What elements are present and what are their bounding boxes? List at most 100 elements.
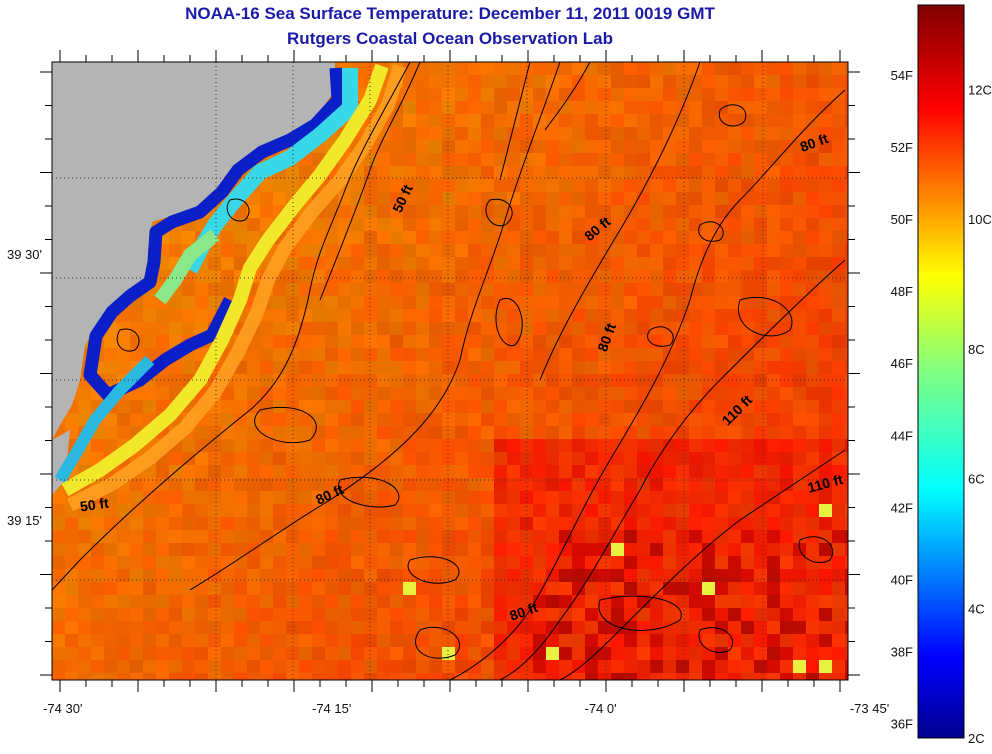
sst-pixel bbox=[728, 348, 741, 361]
colorbar-fahrenheit-tick: 52F bbox=[891, 140, 913, 155]
sst-pixel bbox=[351, 413, 364, 426]
sst-pixel bbox=[689, 62, 702, 75]
sst-pixel bbox=[728, 465, 741, 478]
sst-pixel bbox=[806, 504, 819, 517]
sst-pixel bbox=[832, 478, 845, 491]
sst-pixel bbox=[52, 569, 65, 582]
sst-pixel bbox=[793, 569, 806, 582]
sst-pixel bbox=[494, 257, 507, 270]
sst-pixel bbox=[507, 413, 520, 426]
sst-pixel bbox=[819, 153, 832, 166]
sst-pixel bbox=[611, 673, 624, 680]
land-area bbox=[52, 62, 335, 440]
sst-pixel bbox=[624, 439, 637, 452]
sst-pixel bbox=[663, 556, 676, 569]
sst-pixel bbox=[533, 244, 546, 257]
sst-pixel bbox=[416, 426, 429, 439]
sst-pixel bbox=[442, 465, 455, 478]
sst-pixel bbox=[351, 634, 364, 647]
sst-pixel bbox=[845, 530, 848, 543]
sst-pixel bbox=[741, 88, 754, 101]
sst-pixel bbox=[832, 530, 845, 543]
sst-pixel bbox=[624, 270, 637, 283]
sst-pixel bbox=[156, 504, 169, 517]
sst-pixel bbox=[325, 244, 338, 257]
sst-pixel bbox=[624, 647, 637, 660]
sst-pixel bbox=[403, 673, 416, 680]
sst-pixel bbox=[585, 660, 598, 673]
sst-pixel bbox=[663, 413, 676, 426]
sst-pixel bbox=[819, 569, 832, 582]
sst-pixel bbox=[546, 673, 559, 680]
sst-pixel bbox=[182, 322, 195, 335]
sst-pixel bbox=[117, 569, 130, 582]
sst-pixel bbox=[559, 647, 572, 660]
sst-pixel bbox=[494, 140, 507, 153]
sst-pixel bbox=[325, 634, 338, 647]
sst-pixel bbox=[338, 595, 351, 608]
colorbar-celsius-tick: 4C bbox=[968, 601, 985, 616]
sst-pixel bbox=[260, 439, 273, 452]
sst-pixel bbox=[416, 608, 429, 621]
sst-pixel bbox=[559, 283, 572, 296]
sst-pixel bbox=[793, 75, 806, 88]
sst-pixel bbox=[481, 231, 494, 244]
sst-pixel bbox=[663, 309, 676, 322]
sst-pixel bbox=[156, 491, 169, 504]
sst-pixel bbox=[299, 452, 312, 465]
sst-pixel bbox=[637, 114, 650, 127]
sst-pixel bbox=[650, 309, 663, 322]
sst-pixel bbox=[104, 361, 117, 374]
sst-pixel bbox=[299, 517, 312, 530]
sst-pixel bbox=[143, 478, 156, 491]
sst-pixel bbox=[403, 517, 416, 530]
sst-pixel bbox=[338, 348, 351, 361]
sst-pixel bbox=[728, 400, 741, 413]
sst-pixel bbox=[429, 647, 442, 660]
sst-pixel bbox=[533, 426, 546, 439]
sst-pixel bbox=[741, 309, 754, 322]
sst-pixel bbox=[455, 192, 468, 205]
sst-pixel bbox=[637, 647, 650, 660]
sst-pixel bbox=[104, 426, 117, 439]
sst-pixel bbox=[663, 608, 676, 621]
sst-pixel bbox=[390, 660, 403, 673]
sst-pixel bbox=[455, 387, 468, 400]
sst-pixel bbox=[117, 608, 130, 621]
sst-pixel bbox=[585, 543, 598, 556]
sst-pixel bbox=[325, 439, 338, 452]
colorbar-fahrenheit-tick: 44F bbox=[891, 428, 913, 443]
sst-pixel bbox=[117, 660, 130, 673]
sst-pixel bbox=[130, 335, 143, 348]
sst-pixel bbox=[221, 569, 234, 582]
sst-pixel bbox=[754, 517, 767, 530]
sst-pixel bbox=[442, 647, 455, 660]
sst-pixel bbox=[195, 296, 208, 309]
sst-pixel bbox=[377, 543, 390, 556]
sst-pixel bbox=[260, 426, 273, 439]
sst-pixel bbox=[442, 361, 455, 374]
sst-pixel bbox=[689, 569, 702, 582]
sst-pixel bbox=[442, 283, 455, 296]
sst-pixel bbox=[845, 205, 848, 218]
sst-pixel bbox=[117, 621, 130, 634]
sst-pixel bbox=[819, 335, 832, 348]
sst-pixel bbox=[429, 322, 442, 335]
sst-pixel bbox=[286, 257, 299, 270]
sst-pixel bbox=[546, 660, 559, 673]
sst-pixel bbox=[819, 387, 832, 400]
sst-pixel bbox=[338, 205, 351, 218]
sst-pixel bbox=[845, 231, 848, 244]
sst-pixel bbox=[156, 270, 169, 283]
sst-pixel bbox=[377, 439, 390, 452]
sst-pixel bbox=[416, 335, 429, 348]
sst-pixel bbox=[832, 296, 845, 309]
sst-pixel bbox=[455, 309, 468, 322]
sst-pixel bbox=[494, 465, 507, 478]
sst-pixel bbox=[481, 88, 494, 101]
sst-pixel bbox=[832, 439, 845, 452]
sst-pixel bbox=[598, 439, 611, 452]
sst-pixel bbox=[559, 634, 572, 647]
sst-pixel bbox=[728, 101, 741, 114]
